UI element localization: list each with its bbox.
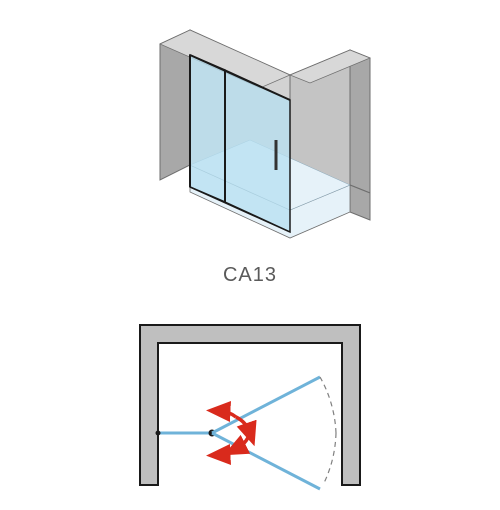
isometric-svg <box>100 20 400 260</box>
plan-svg <box>120 305 380 505</box>
isometric-view <box>100 20 400 260</box>
plan-view <box>120 305 380 505</box>
product-label: CA13 <box>223 264 277 287</box>
